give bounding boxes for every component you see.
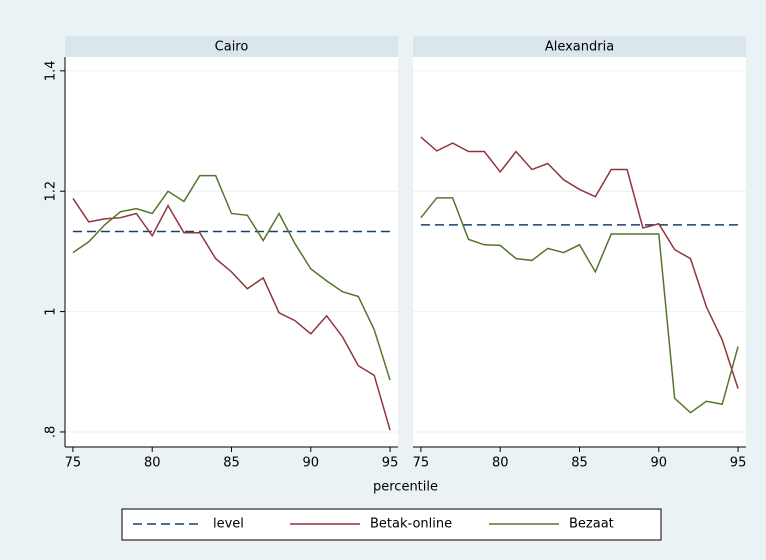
x-tick-label: 75 bbox=[413, 456, 430, 471]
x-tick-label: 95 bbox=[730, 456, 747, 471]
legend-label: level bbox=[213, 517, 244, 532]
x-tick-label: 90 bbox=[303, 456, 320, 471]
plot-area bbox=[65, 57, 398, 447]
series-line bbox=[420, 136, 739, 389]
x-tick-label: 95 bbox=[382, 456, 399, 471]
y-tick-label: 1.2 bbox=[44, 181, 59, 202]
x-axis-label: percentile bbox=[373, 480, 438, 495]
legend-label: Betak-online bbox=[370, 517, 452, 532]
series-line bbox=[72, 174, 391, 381]
x-tick-label: 85 bbox=[223, 456, 240, 471]
series-line bbox=[72, 198, 391, 431]
series-line bbox=[420, 197, 739, 414]
y-tick-label: 1.4 bbox=[44, 60, 59, 81]
y-tick-label: 1 bbox=[44, 307, 59, 315]
panel-header bbox=[413, 36, 746, 57]
x-tick-label: 80 bbox=[144, 456, 161, 471]
x-tick-label: 75 bbox=[65, 456, 82, 471]
panel-header bbox=[65, 36, 398, 57]
panel-title: Cairo bbox=[215, 40, 249, 55]
plot-area bbox=[413, 57, 746, 447]
x-tick-label: 80 bbox=[492, 456, 509, 471]
x-tick-label: 85 bbox=[571, 456, 588, 471]
x-tick-label: 90 bbox=[651, 456, 668, 471]
panel-title: Alexandria bbox=[545, 40, 614, 55]
legend-box bbox=[121, 508, 662, 541]
legend-label: Bezaat bbox=[569, 517, 614, 532]
y-tick-label: .8 bbox=[44, 426, 59, 438]
